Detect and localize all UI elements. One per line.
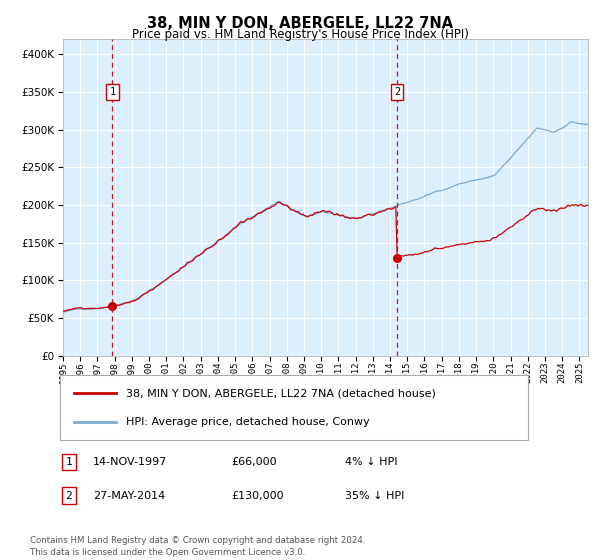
- Text: £130,000: £130,000: [231, 491, 284, 501]
- Text: 2: 2: [65, 491, 73, 501]
- Text: HPI: Average price, detached house, Conwy: HPI: Average price, detached house, Conw…: [125, 417, 369, 427]
- Text: 1: 1: [65, 457, 73, 467]
- Text: 1: 1: [109, 87, 116, 97]
- Text: 2: 2: [394, 87, 400, 97]
- Text: 38, MIN Y DON, ABERGELE, LL22 7NA (detached house): 38, MIN Y DON, ABERGELE, LL22 7NA (detac…: [125, 388, 436, 398]
- Text: 14-NOV-1997: 14-NOV-1997: [93, 457, 167, 467]
- Text: 4% ↓ HPI: 4% ↓ HPI: [345, 457, 398, 467]
- Text: Contains HM Land Registry data © Crown copyright and database right 2024.
This d: Contains HM Land Registry data © Crown c…: [30, 536, 365, 557]
- Text: Price paid vs. HM Land Registry's House Price Index (HPI): Price paid vs. HM Land Registry's House …: [131, 28, 469, 41]
- Text: 38, MIN Y DON, ABERGELE, LL22 7NA: 38, MIN Y DON, ABERGELE, LL22 7NA: [147, 16, 453, 31]
- Text: £66,000: £66,000: [231, 457, 277, 467]
- Text: 27-MAY-2014: 27-MAY-2014: [93, 491, 165, 501]
- Text: 35% ↓ HPI: 35% ↓ HPI: [345, 491, 404, 501]
